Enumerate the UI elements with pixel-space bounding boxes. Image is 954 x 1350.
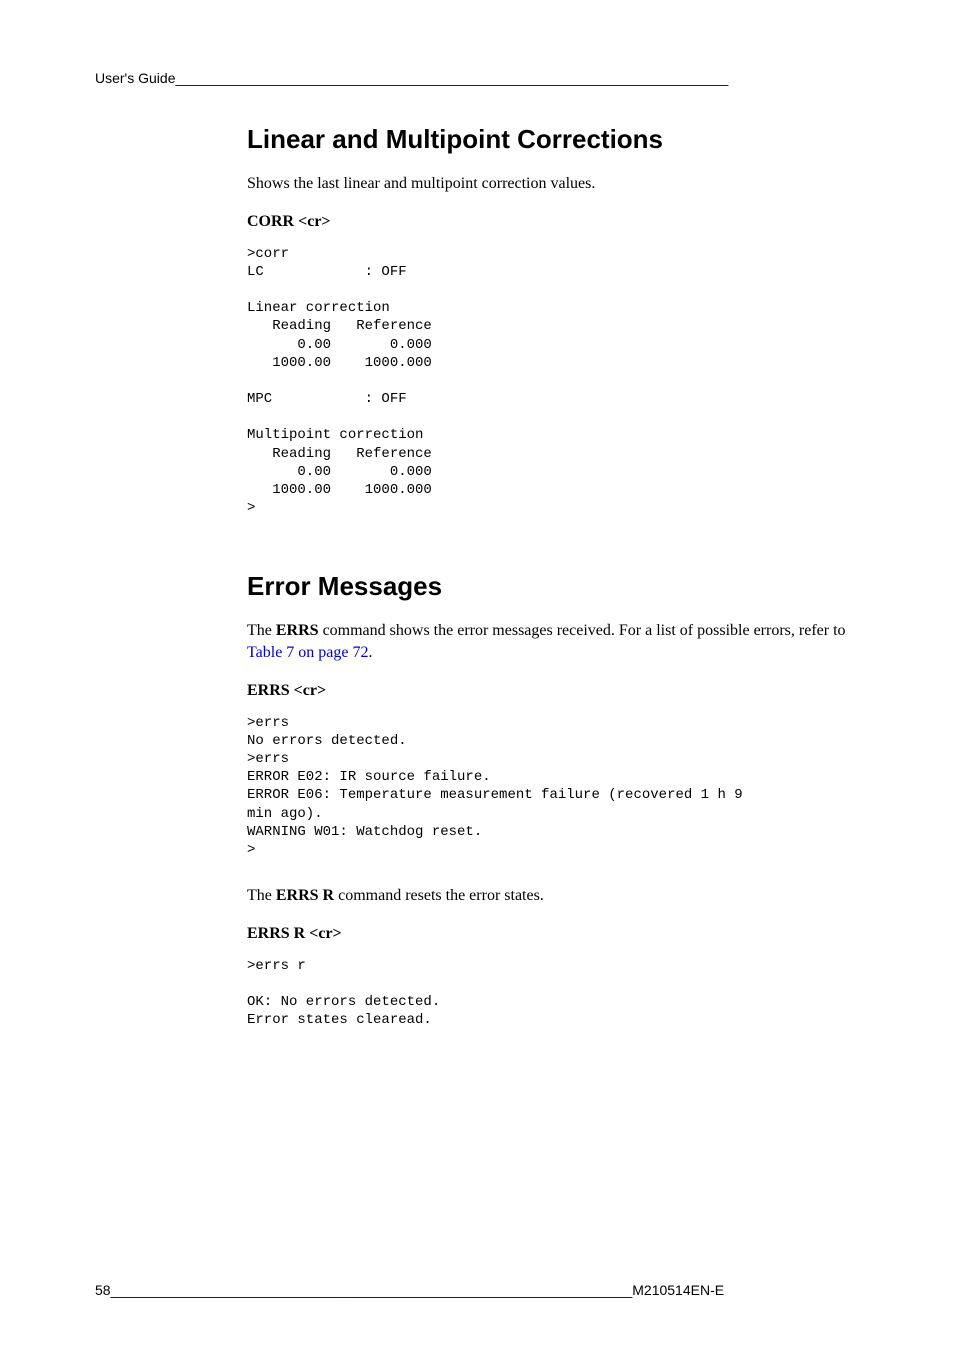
errs-command-label: ERRS <cr> (247, 682, 859, 700)
page-number: 58 (95, 1282, 111, 1298)
header-label: User's Guide (95, 70, 175, 86)
errs-r-command-label: ERRS R <cr> (247, 925, 859, 943)
errs-output: >errs No errors detected. >errs ERROR E0… (247, 714, 859, 860)
errs-reset-intro: The ERRS R command resets the error stat… (247, 885, 859, 907)
corr-command-label: CORR <cr> (247, 213, 859, 231)
errors-intro-mid: command shows the error messages receive… (319, 622, 846, 639)
errors-intro-suffix: . (369, 644, 373, 661)
page-header: User's Guide____________________________… (95, 70, 859, 86)
section-title-errors: Error Messages (247, 571, 859, 602)
errs-bold: ERRS (276, 622, 319, 639)
errors-intro: The ERRS command shows the error message… (247, 620, 859, 663)
main-content: Linear and Multipoint Corrections Shows … (247, 124, 859, 1029)
errs-reset-prefix: The (247, 887, 276, 904)
header-rule: ________________________________________… (175, 70, 728, 86)
doc-id: M210514EN-E (632, 1282, 724, 1298)
section-title-corrections: Linear and Multipoint Corrections (247, 124, 859, 155)
errs-r-output: >errs r OK: No errors detected. Error st… (247, 957, 859, 1030)
errs-reset-suffix: command resets the error states. (334, 887, 544, 904)
corr-output: >corr LC : OFF Linear correction Reading… (247, 245, 859, 518)
corrections-intro: Shows the last linear and multipoint cor… (247, 173, 859, 195)
table-7-link[interactable]: Table 7 on page 72 (247, 644, 369, 661)
errors-intro-prefix: The (247, 622, 276, 639)
footer-rule: ________________________________________… (111, 1282, 633, 1298)
page-footer: 58______________________________________… (95, 1282, 859, 1298)
errs-r-bold: ERRS R (276, 887, 334, 904)
